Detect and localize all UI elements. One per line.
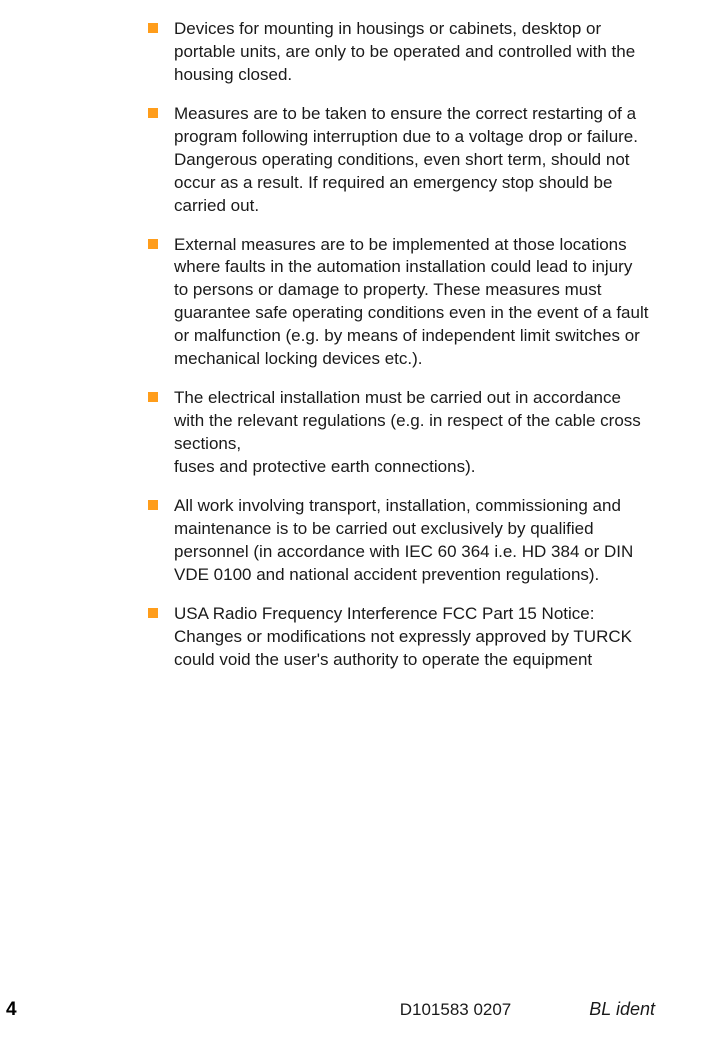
page-number: 4 <box>6 999 17 1021</box>
bullet-square-icon <box>148 500 158 510</box>
bullet-square-icon <box>148 392 158 402</box>
bullet-text: All work involving transport, installati… <box>174 495 650 587</box>
bullet-square-icon <box>148 608 158 618</box>
footer: 4 D101583 0207 BL ident <box>0 999 710 1021</box>
document-name: BL ident <box>589 999 655 1020</box>
bullet-text: Measures are to be taken to ensure the c… <box>174 103 650 218</box>
bullet-square-icon <box>148 108 158 118</box>
bullet-item: Devices for mounting in housings or cabi… <box>148 18 650 87</box>
bullet-square-icon <box>148 239 158 249</box>
bullet-item: External measures are to be implemented … <box>148 234 650 372</box>
bullet-square-icon <box>148 23 158 33</box>
bullet-item: Measures are to be taken to ensure the c… <box>148 103 650 218</box>
bullet-text: External measures are to be implemented … <box>174 234 650 372</box>
bullet-item: USA Radio Frequency Interference FCC Par… <box>148 603 650 672</box>
content-area: Devices for mounting in housings or cabi… <box>0 0 710 671</box>
bullet-text: The electrical installation must be carr… <box>174 387 650 479</box>
bullet-text: Devices for mounting in housings or cabi… <box>174 18 650 87</box>
document-code: D101583 0207 <box>400 1000 512 1020</box>
bullet-item: All work involving transport, installati… <box>148 495 650 587</box>
bullet-text: USA Radio Frequency Interference FCC Par… <box>174 603 650 672</box>
bullet-item: The electrical installation must be carr… <box>148 387 650 479</box>
